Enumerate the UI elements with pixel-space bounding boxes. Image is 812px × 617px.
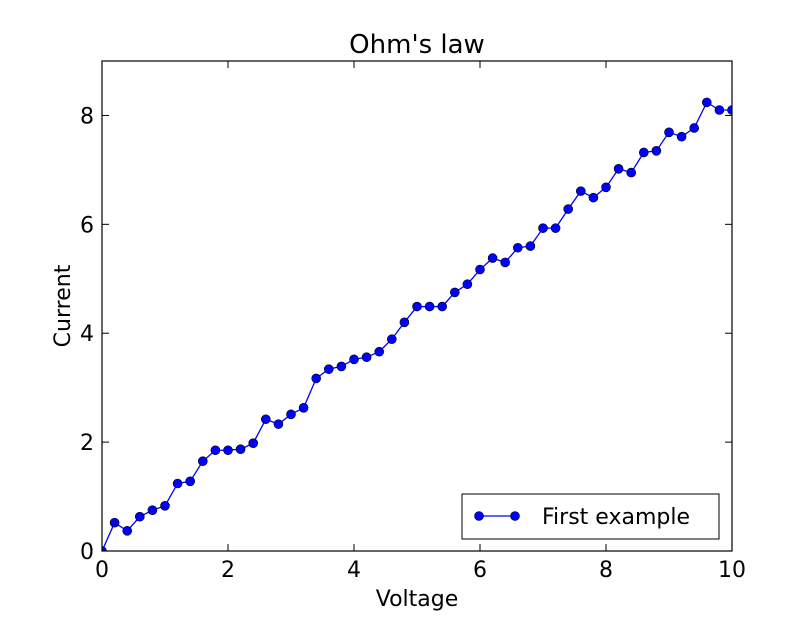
data-point: [651, 146, 662, 156]
y-axis-label: Current: [51, 264, 76, 347]
data-point: [449, 287, 460, 298]
data-point: [102, 546, 107, 551]
y-tick-label: 6: [80, 213, 94, 238]
data-point: [260, 414, 271, 425]
data-point: [298, 403, 309, 413]
data-point: [286, 409, 296, 420]
y-tick-label: 8: [80, 104, 94, 129]
data-point: [538, 223, 548, 233]
data-point: [374, 346, 385, 357]
y-tick-label: 0: [80, 540, 94, 565]
data-point: [676, 131, 687, 142]
data-point: [626, 167, 637, 178]
data-point: [424, 301, 435, 312]
data-point: [323, 364, 334, 374]
data-point: [487, 253, 498, 263]
data-point: [185, 476, 195, 487]
data-point: [475, 264, 485, 275]
y-tick-label: 2: [80, 431, 94, 456]
data-point: [664, 127, 674, 138]
data-point: [512, 242, 523, 253]
legend-label: First example: [542, 505, 690, 530]
data-point: [588, 192, 599, 203]
data-point: [122, 526, 132, 536]
data-point: [462, 279, 473, 290]
data-point: [563, 204, 574, 214]
data-point: [160, 501, 170, 511]
data-point: [412, 301, 422, 312]
data-point: [273, 419, 284, 429]
data-point: [613, 164, 624, 174]
data-point: [500, 257, 511, 268]
legend-marker: [510, 511, 520, 521]
data-point: [210, 445, 221, 456]
data-point: [601, 182, 611, 193]
legend-marker: [474, 511, 484, 521]
data-point: [399, 317, 410, 328]
data-point: [109, 517, 120, 528]
data-point: [223, 445, 233, 456]
data-point: [172, 478, 183, 489]
data-point: [638, 147, 649, 158]
data-point: [437, 301, 448, 312]
x-tick-label: 2: [221, 558, 235, 583]
x-tick-label: 8: [599, 558, 613, 583]
data-point: [235, 444, 246, 454]
x-tick-label: 6: [473, 558, 487, 583]
axes-frame: [101, 60, 733, 552]
data-point: [147, 505, 158, 515]
x-axis-label: Voltage: [376, 587, 459, 612]
data-point: [336, 361, 347, 372]
data-point: [248, 438, 258, 449]
data-point: [701, 97, 712, 108]
data-point: [575, 186, 586, 196]
legend: First example: [461, 493, 720, 540]
data-point: [550, 223, 561, 233]
x-tick-label: 4: [347, 558, 361, 583]
data-point: [714, 105, 725, 115]
data-point: [689, 123, 700, 133]
y-tick-label: 4: [80, 322, 94, 347]
data-point: [525, 241, 536, 251]
data-point: [386, 334, 397, 345]
data-point: [311, 373, 322, 384]
data-point: [361, 352, 372, 362]
data-point: [135, 511, 145, 522]
chart-title: Ohm's law: [349, 30, 485, 60]
data-point: [198, 456, 208, 466]
data-point: [349, 354, 359, 365]
plot-area: [102, 97, 732, 551]
x-tick-label: 10: [718, 558, 746, 583]
data-point: [727, 105, 732, 115]
x-tick-label: 0: [95, 558, 109, 583]
axes: 0 2 4 6 8 10 0 2 4 6 8: [80, 60, 746, 583]
